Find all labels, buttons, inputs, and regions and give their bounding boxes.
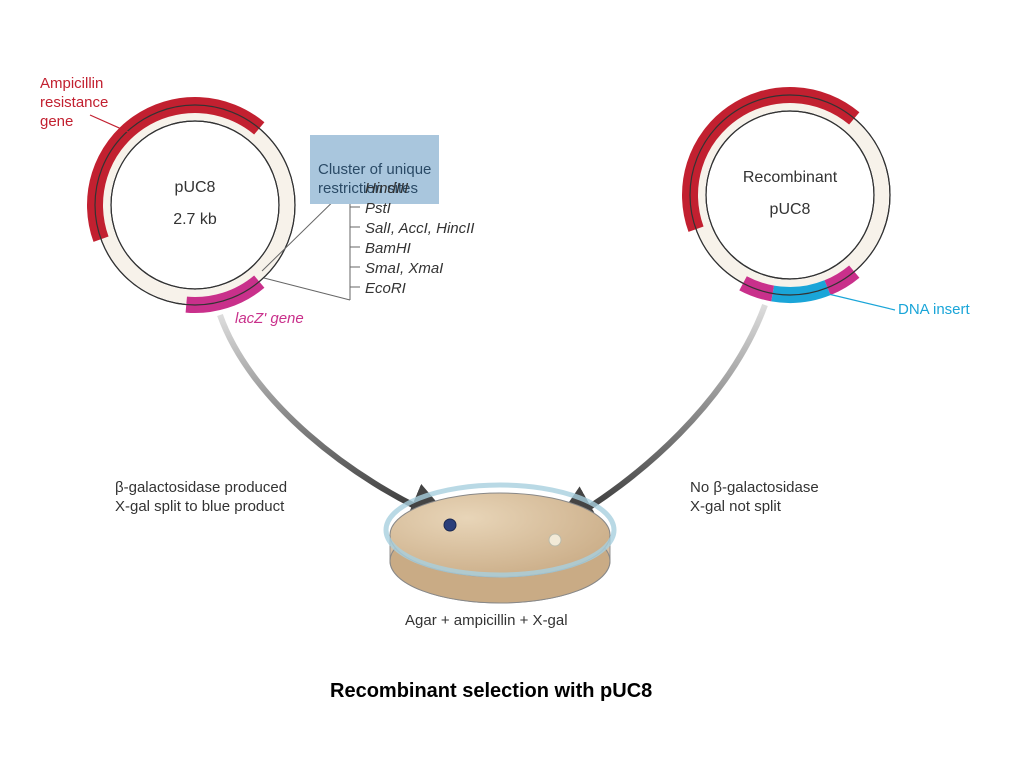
amp-resistance-label: Ampicillin resistance gene (40, 75, 108, 131)
right-result-text: No β-galactosidase X-gal not split (690, 460, 819, 516)
figure-title: Recombinant selection with pUC8 (330, 680, 652, 703)
left-plasmid-size: 2.7 kb (165, 210, 225, 230)
plate-caption: Agar + ampicillin + X-gal (405, 612, 568, 631)
petri-dish (386, 485, 614, 603)
dna-insert-label: DNA insert (898, 301, 970, 320)
left-plasmid-name: pUC8 (165, 178, 225, 198)
right-plasmid-name: Recombinant (740, 168, 840, 188)
lacz-gene-label: lacZ' gene (235, 310, 304, 329)
right-plasmid-sub: pUC8 (740, 200, 840, 220)
restriction-sites-list: HindIII PstI SalI, AccI, HincII BamHI Sm… (365, 179, 474, 299)
arrows (220, 305, 765, 525)
left-result-text: β-galactosidase produced X-gal split to … (115, 460, 287, 516)
